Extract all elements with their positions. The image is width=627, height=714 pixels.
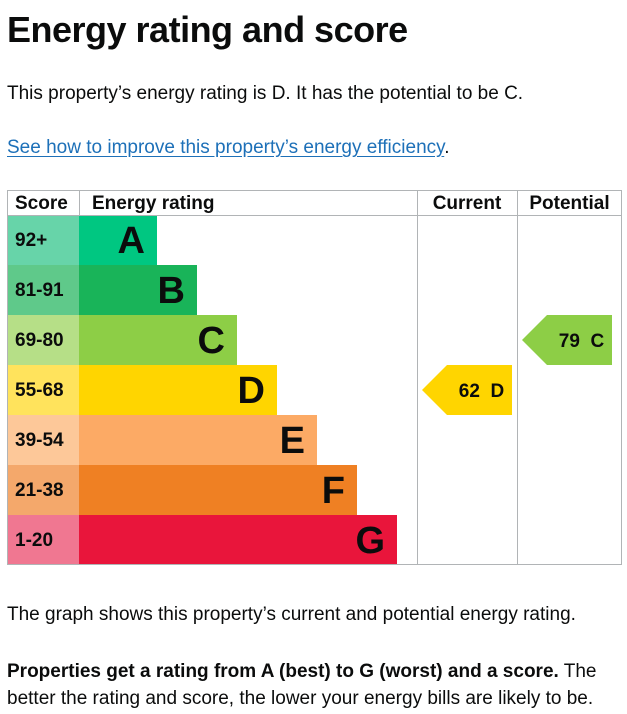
potential-rating-label: 79 C — [559, 331, 605, 352]
score-cell-e — [7, 415, 79, 465]
rating-bar-c — [79, 315, 237, 365]
score-cell-d — [7, 365, 79, 415]
rating-letter: F — [322, 470, 345, 512]
score-range-label: 81-91 — [15, 280, 64, 301]
link-suffix: . — [444, 137, 450, 158]
score-cell-c — [7, 315, 79, 365]
rating-bar-e — [79, 415, 317, 465]
score-range-label: 39-54 — [15, 430, 64, 451]
rating-letter: E — [280, 420, 305, 462]
score-cell-g — [7, 515, 79, 565]
rating-bar-a — [79, 215, 157, 265]
rating-note: Properties get a rating from A (best) to… — [7, 658, 622, 712]
score-range-label: 69-80 — [15, 330, 64, 351]
rating-letter: D — [238, 370, 265, 412]
intro-text: This property’s energy rating is D. It h… — [7, 83, 524, 104]
header-current: Current — [433, 193, 502, 214]
rating-letter: C — [198, 320, 225, 362]
rating-bar-d — [79, 365, 277, 415]
rating-letter: A — [118, 220, 145, 262]
rating-letter: G — [355, 520, 385, 562]
rating-bar-f — [79, 465, 357, 515]
potential-rating-arrow — [522, 315, 612, 365]
page-title: Energy rating and score — [7, 9, 408, 50]
rating-bar-g — [79, 515, 397, 565]
header-potential: Potential — [529, 193, 609, 214]
score-range-label: 1-20 — [15, 530, 53, 551]
header-energy-rating: Energy rating — [92, 193, 214, 214]
rating-note-rest: The better the rating and score, the low… — [7, 661, 597, 709]
improve-link-line: See how to improve this property’s energ… — [7, 136, 450, 160]
score-range-label: 21-38 — [15, 480, 64, 501]
score-range-label: 55-68 — [15, 380, 64, 401]
improve-efficiency-link[interactable]: See how to improve this property’s energ… — [7, 137, 445, 158]
chart-border — [7, 190, 622, 565]
rating-note-bold: Properties get a rating from A (best) to… — [7, 661, 559, 682]
current-rating-arrow — [422, 365, 512, 415]
rating-bar-b — [79, 265, 197, 315]
score-cell-f — [7, 465, 79, 515]
graph-caption: The graph shows this property’s current … — [7, 604, 576, 625]
score-cell-b — [7, 265, 79, 315]
score-cell-a — [7, 215, 79, 265]
header-score: Score — [15, 193, 68, 214]
current-rating-label: 62 D — [459, 381, 504, 402]
rating-letter: B — [158, 270, 185, 312]
score-range-label: 92+ — [15, 230, 47, 251]
